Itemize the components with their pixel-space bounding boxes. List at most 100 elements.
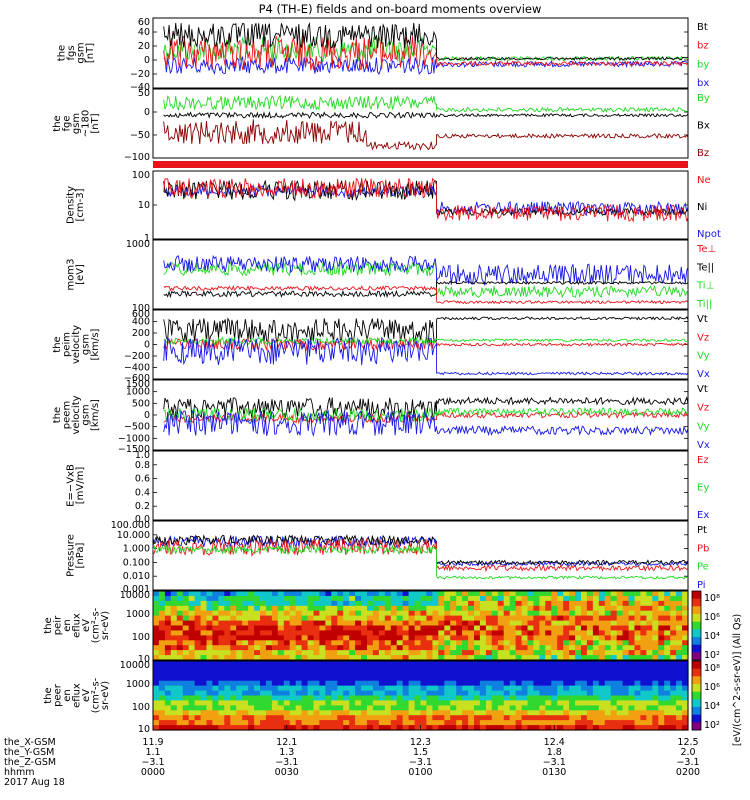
- spectrogram-cell: [664, 665, 671, 672]
- spectrogram-cell: [260, 625, 267, 631]
- spectrogram-cell: [682, 680, 689, 687]
- spectrogram-cell: [485, 700, 493, 706]
- spectrogram-cell: [367, 655, 374, 661]
- spectrogram-cell: [283, 685, 291, 692]
- spectrogram-cell: [230, 655, 237, 661]
- spectrogram-cell: [539, 705, 546, 711]
- spectrogram-cell: [515, 705, 523, 711]
- spectrogram-cell: [468, 715, 475, 721]
- spectrogram-cell: [563, 610, 570, 617]
- spectrogram-cell: [158, 670, 166, 677]
- spectrogram-cell: [224, 700, 231, 706]
- y-tick-label: 20: [138, 41, 150, 52]
- spectrogram-cell: [182, 591, 190, 597]
- spectrogram-cell: [628, 695, 636, 701]
- spectrogram-cell: [652, 655, 659, 661]
- spectrogram-cell: [670, 615, 677, 622]
- spectrogram-cell: [414, 670, 422, 677]
- spectrogram-cell: [242, 630, 249, 636]
- y-axis-label: the: [52, 407, 63, 423]
- spectrogram-cell: [390, 710, 398, 716]
- spectrogram-cell: [337, 591, 344, 597]
- y-tick-label: 10.000: [117, 530, 150, 541]
- spectrogram-cell: [242, 640, 249, 646]
- spectrogram-cell: [515, 680, 523, 687]
- spectrogram-cell: [176, 725, 184, 731]
- spectrogram-cell: [277, 600, 285, 607]
- spectrogram-cell: [325, 640, 332, 646]
- spectrogram-cell: [503, 720, 511, 726]
- spectrogram-cell: [569, 715, 576, 721]
- spectrogram-cell: [610, 615, 618, 622]
- spectrogram-cell: [289, 710, 297, 716]
- spectrogram-cell: [604, 670, 612, 677]
- spectrogram-cell: [367, 615, 374, 622]
- spectrogram-cell: [289, 650, 297, 656]
- spectrogram-cell: [337, 635, 344, 641]
- spectrogram-cell: [265, 600, 273, 607]
- spectrogram-cell: [319, 650, 326, 656]
- y-tick-label: 10000: [120, 660, 150, 671]
- spectrogram-cell: [533, 665, 540, 672]
- spectrogram-cell: [337, 640, 344, 646]
- spectrogram-cell: [283, 595, 291, 602]
- spectrogram-cell: [527, 650, 534, 656]
- spectrogram-cell: [456, 640, 463, 646]
- spectrogram-cell: [325, 695, 332, 701]
- spectrogram-cell: [479, 625, 487, 631]
- spectrogram-cell: [325, 720, 332, 726]
- spectrogram-cell: [444, 685, 451, 692]
- spectrogram-cell: [539, 720, 546, 726]
- spectrogram-cell: [384, 655, 392, 661]
- spectrogram-cell: [664, 595, 671, 602]
- spectrogram-cell: [218, 690, 225, 697]
- spectrogram-cell: [592, 675, 600, 682]
- y-axis-label: sr-eV): [100, 681, 111, 710]
- y-axis-label: gsm: [71, 113, 82, 134]
- spectrogram-cell: [592, 710, 600, 716]
- spectrogram-cell: [563, 695, 570, 701]
- spectrogram-cell: [474, 655, 481, 661]
- spectrogram-cell: [176, 650, 184, 656]
- spectrogram-cell: [283, 710, 291, 716]
- spectrogram-cell: [396, 705, 404, 711]
- spectrogram-cell: [420, 661, 427, 667]
- spectrogram-cell: [355, 700, 362, 706]
- spectrogram-cell: [236, 655, 243, 661]
- spectrogram-cell: [563, 615, 570, 622]
- spectrogram-cell: [450, 640, 457, 646]
- spectrogram-cell: [367, 591, 374, 597]
- spectrogram-cell: [503, 630, 511, 636]
- spectrogram-cell: [408, 675, 416, 682]
- spectrogram-cell: [658, 650, 665, 656]
- x-tick-label: 0000: [141, 767, 165, 778]
- spectrogram-cell: [462, 645, 469, 651]
- spectrogram-cell: [551, 630, 558, 636]
- spectrogram-cell: [194, 725, 202, 731]
- spectrogram-cell: [569, 661, 576, 667]
- spectrogram-cell: [521, 661, 529, 667]
- spectrogram-cell: [361, 661, 368, 667]
- spectrogram-cell: [485, 680, 493, 687]
- spectrogram-cell: [372, 635, 380, 641]
- spectrogram-cell: [170, 645, 178, 651]
- spectrogram-cell: [545, 710, 552, 716]
- spectrogram-cell: [402, 705, 410, 711]
- spectrogram-cell: [319, 655, 326, 661]
- spectrogram-cell: [682, 595, 689, 602]
- spectrogram-cell: [634, 670, 641, 677]
- spectrogram-cell: [164, 661, 172, 667]
- spectrogram-cell: [622, 600, 630, 607]
- spectrogram-cell: [337, 615, 344, 622]
- spectrogram-cell: [432, 685, 439, 692]
- spectrogram-cell: [212, 680, 219, 687]
- spectrogram-cell: [289, 661, 297, 667]
- spectrogram-cell: [664, 600, 671, 607]
- spectrogram-cell: [289, 630, 297, 636]
- colorbar-label: 10⁴: [704, 631, 720, 642]
- spectrogram-cell: [295, 690, 303, 697]
- colorbar-frame: [691, 590, 702, 661]
- spectrogram-cell: [622, 640, 630, 646]
- spectrogram-cell: [444, 615, 451, 622]
- spectrogram-cell: [462, 630, 469, 636]
